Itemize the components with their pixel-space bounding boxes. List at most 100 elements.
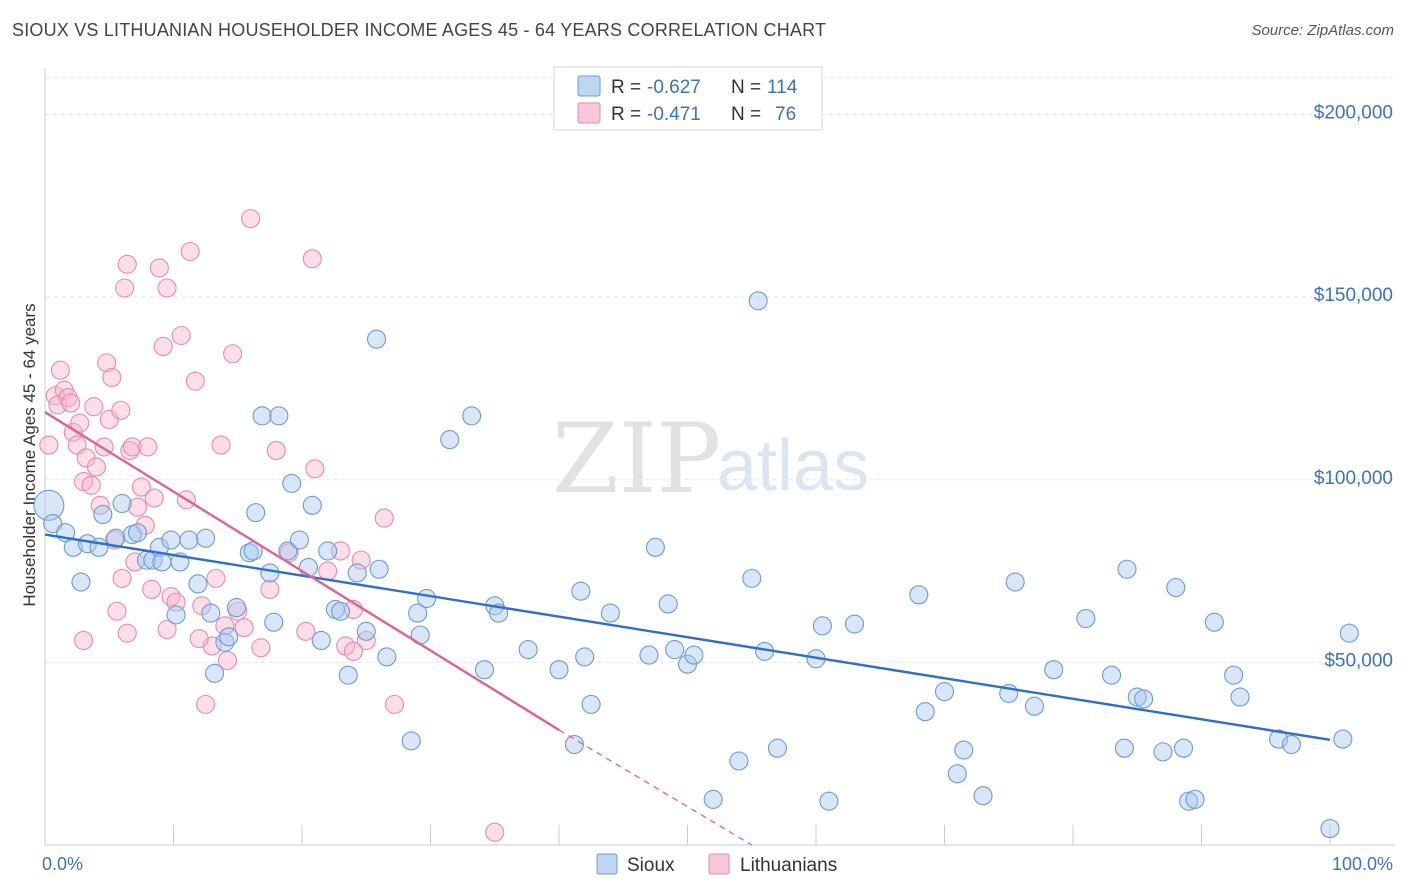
sioux-point — [311, 630, 331, 651]
x-tick-labels: 0.0% 100.0% — [42, 854, 1393, 874]
sioux-point — [658, 594, 678, 614]
sioux-point — [252, 406, 272, 426]
sioux-series — [33, 291, 1359, 839]
lithuanians-series — [39, 209, 505, 842]
lithuanians-point — [115, 278, 135, 298]
sioux-point — [93, 504, 113, 525]
lithuanians-point — [223, 344, 243, 364]
sioux-point — [549, 660, 569, 680]
sioux-point — [219, 627, 239, 647]
sioux-point — [812, 616, 832, 636]
sioux-point — [1134, 689, 1154, 709]
y-axis-label: Householder Income Ages 45 - 64 years — [20, 303, 39, 606]
lithuanians-point — [305, 459, 325, 479]
lithuanians-point — [138, 437, 158, 457]
sioux-point — [748, 291, 768, 311]
lithuanians-point — [97, 353, 117, 373]
lithuanians-point — [171, 325, 191, 346]
lithuanians-point — [107, 601, 127, 621]
sioux-point — [909, 585, 929, 605]
sioux-point — [408, 603, 428, 623]
sioux-point — [215, 632, 235, 652]
sioux-point — [246, 503, 266, 523]
sioux-point — [1024, 696, 1044, 716]
series-legend-label-sioux: Sioux — [627, 855, 675, 876]
sioux-point — [330, 601, 351, 621]
watermark: ZIP atlas — [552, 403, 869, 515]
x-tick-label-max: 100.0% — [1332, 854, 1393, 874]
lithuanians-point — [111, 400, 131, 420]
lithuanians-point — [180, 241, 200, 262]
lithuanians-point — [302, 249, 322, 269]
series-legend-swatch-lithuanians — [708, 853, 730, 875]
chart-source: Source: ZipAtlas.com — [1251, 22, 1394, 39]
lithuanians-point — [149, 258, 169, 278]
sioux-point — [703, 789, 723, 809]
sioux-point — [369, 559, 389, 579]
sioux-point — [1153, 742, 1173, 762]
chart-title: SIOUX VS LITHUANIAN HOUSEHOLDER INCOME A… — [12, 20, 827, 40]
sioux-point — [844, 614, 865, 634]
sioux-point — [1281, 735, 1301, 755]
lithuanians-point — [122, 437, 142, 457]
sioux-point — [417, 588, 437, 609]
sioux-point — [226, 598, 247, 618]
legend-n-label-sioux: N = — [731, 77, 761, 98]
sioux-point — [347, 563, 367, 583]
lithuanians-point — [120, 440, 140, 461]
sioux-point — [947, 764, 967, 784]
watermark-zip: ZIP — [552, 403, 721, 515]
sioux-point — [278, 541, 298, 561]
lithuanians-point — [74, 630, 94, 651]
sioux-point — [767, 738, 788, 758]
lithuanians-point — [117, 254, 137, 274]
y-tick-label: $100,000 — [1314, 468, 1393, 489]
lithuanians-point — [50, 360, 70, 380]
sioux-point — [564, 735, 584, 755]
gridlines — [45, 77, 1395, 663]
sioux-point — [819, 791, 839, 811]
lithuanians-point — [384, 694, 405, 714]
sioux-point — [1076, 609, 1096, 629]
lithuanians-point — [102, 367, 122, 388]
sioux-point — [1166, 577, 1186, 598]
sioux-point — [1204, 612, 1224, 632]
sioux-point — [729, 751, 749, 771]
lithuanians-point — [266, 440, 286, 461]
sioux-point — [1333, 729, 1353, 749]
sioux-point — [639, 645, 659, 665]
sioux-point — [166, 605, 186, 625]
sioux-point — [201, 603, 221, 623]
sioux-point — [269, 406, 289, 426]
legend-r-label-lithuanians: R = — [611, 104, 641, 125]
watermark-atlas: atlas — [717, 426, 869, 506]
sioux-point — [1230, 687, 1250, 707]
x-tick-label-min: 0.0% — [42, 854, 83, 874]
legend-swatch-lithuanians — [577, 102, 601, 124]
lithuanians-point — [61, 393, 81, 413]
lithuanians-point — [39, 435, 59, 455]
lithuanians-point — [157, 619, 177, 640]
lithuanians-point — [343, 641, 363, 661]
sioux-point — [188, 574, 208, 594]
sioux-point — [71, 572, 91, 592]
lithuanians-point — [161, 587, 181, 607]
sioux-point — [127, 523, 148, 543]
sioux-point — [1269, 729, 1289, 749]
sioux-point — [264, 612, 284, 632]
lithuanians-point — [81, 475, 101, 495]
sioux-point — [161, 530, 181, 550]
lithuanians-point — [189, 629, 209, 649]
series-legend-label-lithuanians: Lithuanians — [740, 855, 837, 876]
lithuanians-point — [70, 413, 90, 433]
sioux-point — [954, 740, 974, 760]
lithuanians-point — [185, 371, 205, 391]
series-legend: Sioux Lithuanians — [596, 853, 837, 876]
lithuanians-trend-extension — [558, 729, 753, 846]
sioux-point — [377, 647, 397, 667]
lithuanians-point — [206, 568, 226, 588]
sioux-point — [973, 786, 993, 806]
correlation-legend: R = -0.627 N = 114 R = -0.471 N = 76 — [553, 66, 823, 131]
sioux-point — [338, 665, 358, 685]
series-legend-swatch-sioux — [596, 853, 618, 875]
